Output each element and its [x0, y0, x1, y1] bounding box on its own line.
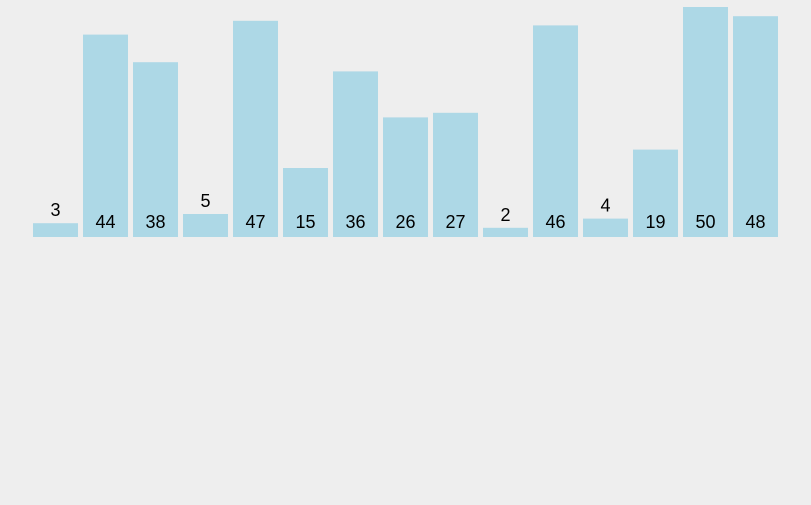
bar — [283, 168, 328, 237]
bar — [383, 117, 428, 237]
data-label: 47 — [245, 212, 265, 232]
bar — [183, 214, 228, 237]
bar — [483, 227, 528, 237]
bar — [733, 16, 778, 238]
data-label: 15 — [295, 212, 315, 232]
bar — [133, 62, 178, 238]
bar — [83, 34, 128, 237]
data-label: 44 — [95, 212, 115, 232]
bar — [333, 71, 378, 238]
data-label: 46 — [545, 212, 565, 232]
data-label: 50 — [695, 212, 715, 232]
bar — [33, 223, 78, 237]
bar — [233, 20, 278, 237]
data-label: 4 — [600, 196, 610, 216]
data-label: 3 — [50, 200, 60, 220]
bar — [583, 218, 628, 237]
data-label: 26 — [395, 212, 415, 232]
bar — [533, 25, 578, 238]
data-label: 36 — [345, 212, 365, 232]
bar — [433, 112, 478, 237]
data-label: 38 — [145, 212, 165, 232]
data-label: 2 — [500, 205, 510, 225]
bar — [683, 7, 728, 237]
bar — [633, 149, 678, 237]
data-label: 27 — [445, 212, 465, 232]
data-label: 48 — [745, 212, 765, 232]
data-label: 19 — [645, 212, 665, 232]
data-label: 5 — [200, 191, 210, 211]
